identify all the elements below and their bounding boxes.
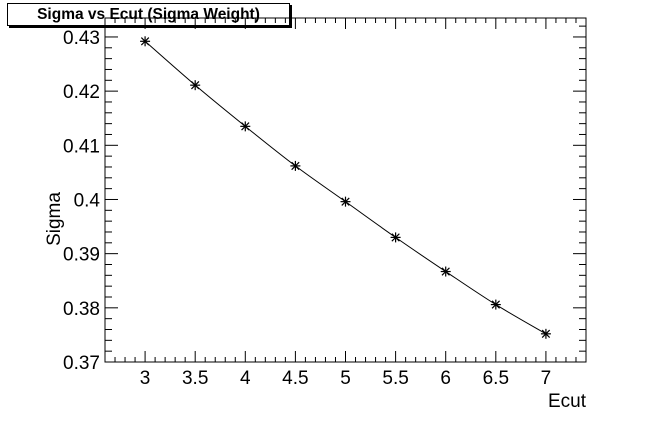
data-point xyxy=(440,266,451,277)
x-tick-label: 6 xyxy=(440,368,451,389)
x-tick-label: 6.5 xyxy=(483,368,509,389)
x-axis: 3 3.5 4 4.5 5 5.5 6 6.5 7 xyxy=(104,18,587,389)
data-point xyxy=(290,160,301,171)
data-point xyxy=(340,196,351,207)
x-tick-label: 4.5 xyxy=(282,368,308,389)
x-axis-label: Ecut xyxy=(548,391,587,412)
data-point xyxy=(140,36,151,47)
y-tick-label: 0.41 xyxy=(63,136,100,157)
x-tick-label: 3.5 xyxy=(182,368,208,389)
y-tick-label: 0.38 xyxy=(63,299,100,320)
data-point xyxy=(190,80,201,91)
y-tick-label: 0.43 xyxy=(63,28,100,49)
series-line xyxy=(144,40,547,335)
y-tick-label: 0.42 xyxy=(63,82,100,103)
x-tick-label: 7 xyxy=(541,368,552,389)
x-tick-label: 4 xyxy=(240,368,251,389)
x-tick-label: 5 xyxy=(340,368,351,389)
data-markers xyxy=(140,36,551,339)
y-axis-label: Sigma xyxy=(44,192,65,246)
x-tick-label: 5.5 xyxy=(382,368,408,389)
data-point xyxy=(540,328,551,339)
y-axis: 0.37 0.38 0.39 0.4 0.41 0.42 0.43 xyxy=(63,25,586,374)
data-point xyxy=(390,232,401,243)
y-tick-label: 0.39 xyxy=(63,245,100,266)
y-tick-label: 0.37 xyxy=(63,353,100,374)
data-point xyxy=(490,299,501,310)
y-tick-label: 0.4 xyxy=(74,190,101,211)
chart-title: Sigma vs Ecut (Sigma Weight) xyxy=(7,3,290,26)
x-tick-label: 3 xyxy=(140,368,151,389)
data-point xyxy=(240,121,251,132)
